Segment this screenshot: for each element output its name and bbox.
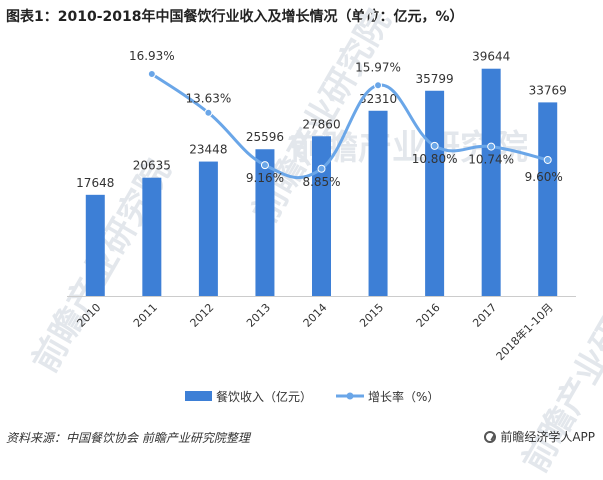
bar-value-label: 35799 (416, 72, 454, 86)
bar-value-label: 25596 (246, 130, 284, 144)
bar-value-label: 39644 (472, 50, 510, 64)
bar (312, 136, 331, 296)
growth-point (543, 155, 552, 164)
growth-value-label: 13.63% (186, 92, 232, 106)
bar-value-label: 33769 (529, 83, 567, 97)
bar (198, 161, 218, 296)
growth-point (260, 161, 269, 170)
growth-point (487, 142, 496, 151)
x-tick-label: 2011 (131, 301, 160, 330)
bar (85, 194, 105, 296)
bar (368, 110, 388, 296)
source-note: 资料来源：中国餐饮协会 前瞻产业研究院整理 (6, 431, 250, 445)
brand-logo-icon (484, 430, 497, 443)
growth-value-label: 16.93% (129, 49, 175, 63)
brand-name: 前瞻经济学人APP (500, 430, 595, 444)
chart-title: 图表1：2010-2018年中国餐饮行业收入及增长情况（单位：亿元，%） (6, 9, 464, 25)
growth-value-label: 10.74% (468, 153, 514, 167)
x-tick-label: 2017 (470, 301, 499, 330)
bar (255, 149, 275, 296)
growth-point (317, 164, 326, 173)
growth-value-label: 9.16% (246, 171, 284, 185)
growth-value-label: 8.85% (302, 175, 340, 189)
bar (142, 177, 162, 296)
growth-point (147, 70, 156, 79)
growth-point (204, 108, 213, 117)
legend-bar-swatch (185, 391, 212, 401)
legend-line-marker (346, 392, 354, 400)
x-tick-label: 2016 (414, 301, 443, 330)
bar-value-label: 32310 (359, 92, 397, 106)
bar (481, 68, 501, 296)
bar-value-label: 20635 (133, 159, 171, 173)
x-tick-label: 2010 (74, 301, 103, 330)
x-tick-label: 2012 (188, 301, 217, 330)
growth-point (374, 81, 383, 90)
growth-line (150, 72, 549, 180)
chart-canvas: 17648 20635 23448 25596 27860 32310 35799 39644… (67, 49, 576, 404)
x-tick-label: 2018年1-10月 (493, 300, 556, 363)
x-tick-label: 2015 (357, 301, 386, 330)
bar (425, 90, 445, 296)
growth-value-label: 9.60% (525, 170, 563, 184)
brand-footer: 前瞻经济学人APP (484, 428, 595, 445)
growth-value-label: 15.97% (355, 60, 401, 74)
x-tick-label: 2014 (301, 301, 330, 330)
x-tick-label: 2013 (244, 301, 273, 330)
bar-value-label: 23448 (189, 143, 227, 157)
bar-value-label: 17648 (76, 176, 114, 190)
growth-point (430, 141, 439, 150)
growth-value-label: 10.80% (412, 152, 458, 166)
bar-value-label: 27860 (302, 117, 340, 131)
bar (538, 102, 558, 296)
legend-bar-label: 餐饮收入（亿元） (216, 389, 312, 404)
legend-line-label: 增长率（%） (368, 389, 439, 404)
